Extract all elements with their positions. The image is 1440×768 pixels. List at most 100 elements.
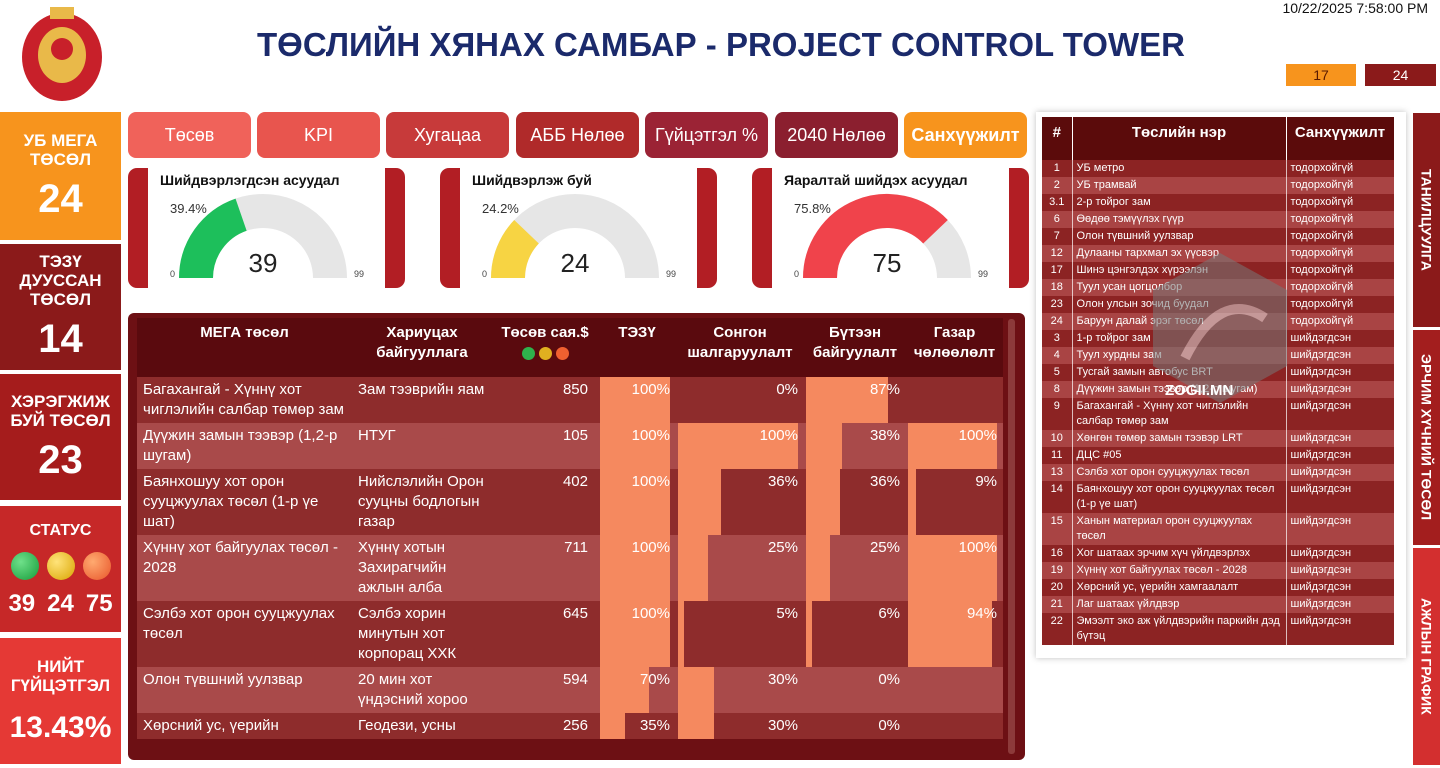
side-tab[interactable]: ЭРЧИМ ХҮЧНИЙ ТӨСӨЛ [1413, 330, 1440, 545]
project-name: Олон түвшний уулзвар [1072, 228, 1287, 245]
badge[interactable]: 17 [1286, 64, 1356, 86]
tab[interactable]: Санхүүжилт [904, 112, 1027, 158]
progress-cell: 6% [804, 601, 906, 667]
column-header: Төсөв сая.$ [492, 318, 598, 377]
column-header: ТЭЗҮ [598, 318, 676, 377]
progress-cell: 70% [598, 667, 676, 713]
tab[interactable]: Төсөв [128, 112, 251, 158]
bar-track [908, 535, 997, 601]
bar-track [600, 535, 670, 601]
tab[interactable]: Гүйцэтгэл % [645, 112, 768, 158]
funding-status: тодорхойгүй [1286, 245, 1395, 262]
gauge-title: Шийдвэрлэж буй [472, 172, 592, 188]
progress-label: 94% [966, 605, 997, 622]
project-name: Дулааны тархмал эх үүсвэр [1072, 245, 1287, 262]
tab[interactable]: 2040 Нөлөө [775, 112, 898, 158]
column-title: Хариуцах байгууллага [376, 324, 468, 361]
gauge-title: Шийдвэрлэгдсэн асуудал [160, 172, 340, 188]
row-number: 13 [1042, 464, 1073, 481]
row-number: 8 [1042, 381, 1073, 398]
column-title: Бүтээн байгуулалт [812, 324, 898, 361]
bar-track [678, 667, 798, 713]
badge[interactable]: 24 [1365, 64, 1436, 86]
progress-label: 100% [631, 539, 670, 556]
project-name: Баянхошуу хот орон сууцжуулах төсөл (1-р… [1072, 481, 1287, 513]
project-name: Лаг шатаах үйлдвэр [1072, 596, 1287, 613]
tab[interactable]: АББ Нөлөө [516, 112, 639, 158]
watermark: ZOGII.MN [1165, 382, 1234, 399]
project-name: Дүүжин замын тээвэр (1,2-р шугам) [137, 423, 352, 469]
progress-cell: 100% [676, 423, 804, 469]
progress-bar [600, 667, 649, 713]
progress-bar [908, 469, 916, 535]
funding-status: шийдэгдсэн [1286, 347, 1395, 364]
row-number: 9 [1042, 398, 1073, 430]
progress-cell: 100% [598, 601, 676, 667]
project-name: Хөнгөн төмөр замын тээвэр LRT [1072, 430, 1287, 447]
swoosh [1180, 304, 1268, 361]
funding-status: шийдэгдсэн [1286, 545, 1395, 562]
progress-cell: 36% [804, 469, 906, 535]
progress-label: 5% [776, 605, 798, 622]
column-header: Санхүүжилт [1286, 117, 1395, 160]
column-header: Сонгон шалгаруулалт [676, 318, 804, 377]
progress-cell: 0% [676, 377, 804, 423]
progress-bar [600, 423, 670, 469]
status-dots [496, 343, 594, 366]
table-row: 6 Өөдөө тэмүүлэх гүүр тодорхойгүй [1042, 211, 1395, 228]
progress-bar [600, 469, 670, 535]
table-row: Багахангай - Хүннү хот чиглэлийн салбар … [137, 377, 1003, 423]
progress-bar [678, 423, 798, 469]
progress-bar [678, 601, 684, 667]
bar-track [908, 469, 997, 535]
budget: 402 [492, 469, 598, 535]
kpi-card: ТЭЗҮ ДУУССАН ТӨСӨЛ 14 [0, 244, 121, 370]
row-number: 10 [1042, 430, 1073, 447]
row-number: 2 [1042, 177, 1073, 194]
progress-cell: 25% [804, 535, 906, 601]
bar-track [600, 423, 670, 469]
side-tab[interactable]: ТАНИЛЦУУЛГА [1413, 113, 1440, 327]
title: ТӨСЛИЙН ХЯНАХ САМБАР - PROJECT CONTROL T… [257, 26, 1185, 63]
table-row: 7 Олон түвшний уулзвар тодорхойгүй [1042, 228, 1395, 245]
gauge-min: 0 [794, 269, 799, 279]
progress-bar [678, 469, 722, 535]
progress-cell: 100% [598, 423, 676, 469]
bar-track [806, 469, 900, 535]
card-label: СТАТУС [29, 521, 92, 539]
status-card: СТАТУС 39 24 75 [0, 506, 121, 632]
progress-label: 36% [869, 473, 900, 490]
progress-cell: 25% [676, 535, 804, 601]
logo [22, 7, 102, 101]
progress-bar [600, 601, 670, 667]
column-title: МЕГА төсөл [200, 324, 289, 341]
main-table-panel: МЕГА төсөл Хариуцах байгууллага Төсөв сая.… [128, 313, 1025, 760]
tab[interactable]: KPI [257, 112, 380, 158]
gauge-value: 24 [561, 248, 590, 278]
scrollbar[interactable] [1008, 319, 1015, 754]
progress-cell [906, 377, 1003, 423]
status-value: 75 [85, 589, 113, 617]
table-row: 12 Дулааны тархмал эх үүсвэр тодорхойгүй [1042, 245, 1395, 262]
progress-label: 38% [869, 427, 900, 444]
gauge-panel: Шийдвэрлэж буй 24.2% 24 0 99 [440, 168, 717, 288]
project-name: Олон түвшний уулзвар [137, 667, 352, 713]
bar-track [806, 377, 900, 423]
column-title: Газар чөлөөлөлт [913, 324, 996, 361]
gauge-arc [179, 198, 248, 279]
project-name: Хог шатаах эрчим хүч үйлдвэрлэх [1072, 545, 1287, 562]
organization: Хүннү хотын Захирагчийн ажлын алба [352, 535, 492, 601]
row-number: 6 [1042, 211, 1073, 228]
tab[interactable]: Хугацаа [386, 112, 509, 158]
column-title: # [1052, 124, 1061, 141]
project-name: УБ трамвай [1072, 177, 1287, 194]
progress-cell: 5% [676, 601, 804, 667]
dot [521, 347, 535, 360]
gauge: Шийдвэрлэж буй 24.2% 24 0 99 [472, 172, 676, 279]
bar-track [678, 423, 798, 469]
bar-track [806, 601, 900, 667]
gauge-max: 99 [354, 269, 364, 279]
progress-label: 9% [975, 473, 997, 490]
table-body: Багахангай - Хүннү хот чиглэлийн салбар … [137, 377, 1003, 739]
side-tab[interactable]: АЖЛЫН ГРАФИК [1413, 548, 1440, 765]
